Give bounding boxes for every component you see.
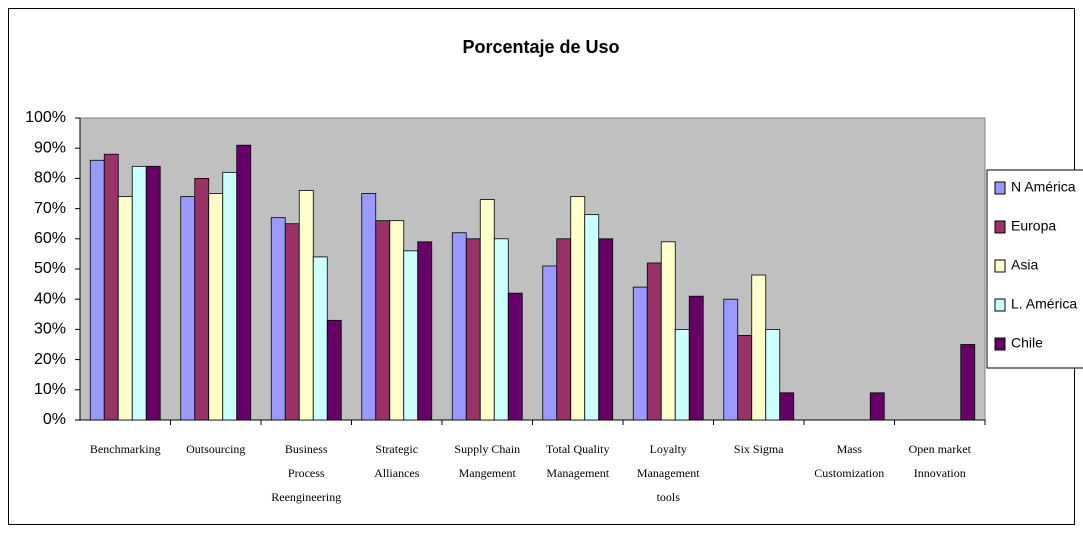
bar [389,220,405,421]
bar [556,238,572,421]
bar [765,328,781,421]
x-tick-label: Reengineering [271,490,341,504]
y-tick-label: 30% [34,321,66,338]
legend-swatch [994,220,1006,234]
x-tick-label: Innovation [914,466,966,480]
legend-swatch [994,259,1006,273]
x-tick-label: Customization [814,466,884,480]
bar [779,392,795,421]
bar [674,328,690,421]
bar [493,238,509,421]
x-tick-label: Mass [837,442,863,456]
y-tick-label: 90% [34,139,66,156]
chart-title: Porcentaje de Uso [462,37,619,57]
bar [465,238,481,421]
legend-label: N América [1011,179,1076,195]
legend-swatch [994,337,1006,351]
bar [236,144,252,421]
legend-label: L. América [1011,296,1077,312]
bar [542,265,558,421]
bar [375,220,391,421]
bar [646,262,662,421]
bar [632,286,648,421]
bar [117,196,133,421]
x-tick-label: Alliances [374,466,420,480]
bar [103,153,119,421]
bar [361,193,377,421]
bar [145,165,161,421]
legend-label: Europa [1011,218,1056,234]
bar [723,298,739,421]
bar [180,196,196,421]
legend-swatch [994,181,1006,195]
y-tick-label: 20% [34,351,66,368]
bar [284,223,300,421]
bar [326,319,342,421]
x-tick-label: Outsourcing [186,442,245,456]
legend-swatch [994,298,1006,312]
x-tick-label: Strategic [375,442,418,456]
bar [570,196,586,421]
x-tick-label: Loyalty [650,442,687,456]
bar [403,250,419,421]
bar [312,256,328,421]
bar [688,295,704,421]
bar [298,190,314,421]
bar [737,335,753,421]
x-tick-label: Management [637,466,700,480]
bar [222,171,238,421]
x-tick-label: Six Sigma [734,442,784,456]
bar [598,238,614,421]
bar [270,217,286,421]
bar [660,241,676,421]
bar [584,214,600,421]
x-tick-label: Process [288,466,325,480]
y-tick-label: 60% [34,230,66,247]
y-tick-label: 70% [34,200,66,217]
bar [507,292,523,421]
bar [960,344,976,421]
y-tick-label: 40% [34,290,66,307]
x-tick-label: Benchmarking [90,442,161,456]
bar [194,177,210,421]
bar [479,199,495,421]
x-tick-label: Total Quality [546,442,609,456]
bar [89,159,105,421]
bar [869,392,885,421]
y-tick-label: 80% [34,170,66,187]
y-tick-label: 10% [34,381,66,398]
x-tick-label: Mangement [459,466,517,480]
x-tick-label: tools [657,490,681,504]
legend-label: Chile [1011,335,1043,351]
bar [417,241,433,421]
legend-label: Asia [1011,257,1038,273]
x-tick-label: Open market [909,442,972,456]
y-tick-label: 100% [25,109,66,126]
y-tick-label: 0% [43,411,66,428]
x-tick-label: Management [546,466,609,480]
x-tick-label: Supply Chain [454,442,520,456]
y-tick-label: 50% [34,260,66,277]
bar [451,232,467,421]
bar [751,274,767,421]
bar [131,165,147,421]
bar [208,193,224,421]
x-tick-label: Business [285,442,328,456]
